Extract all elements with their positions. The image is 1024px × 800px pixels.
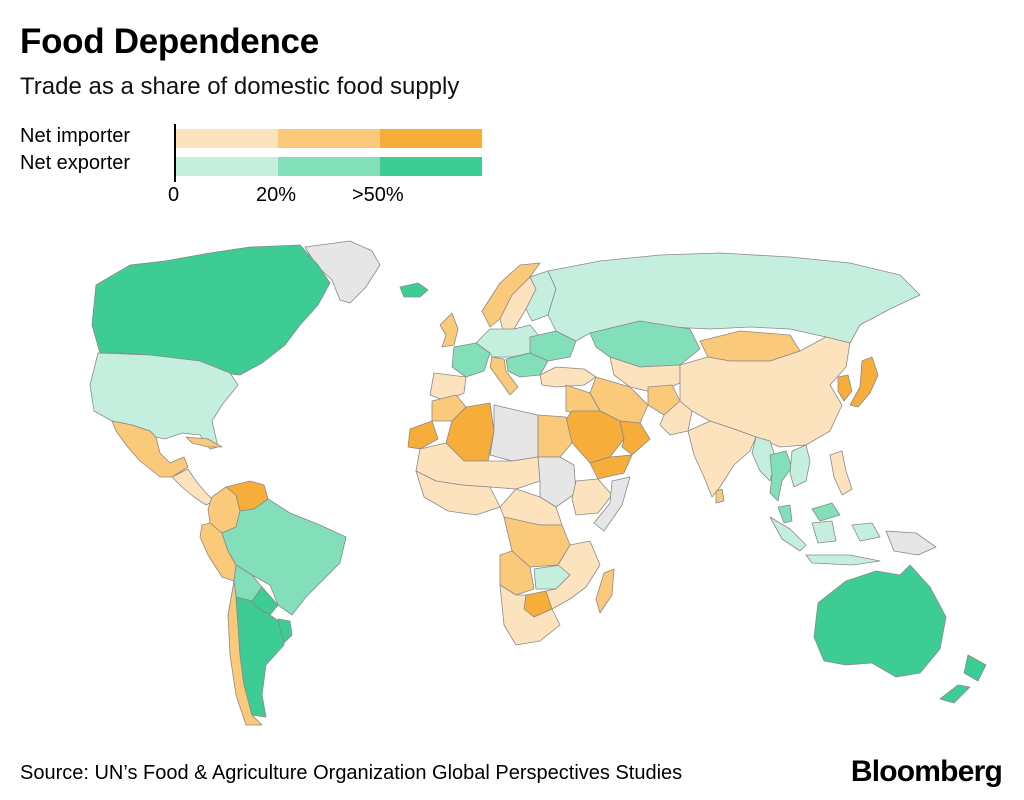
region-japan <box>849 356 879 408</box>
chart-subtitle: Trade as a share of domestic food supply <box>20 73 460 100</box>
legend-swatch-importer-mid <box>278 129 380 148</box>
region-mexico <box>111 420 189 478</box>
region-australia <box>813 564 947 678</box>
region-china <box>679 336 851 448</box>
region-saudi-arabia <box>561 410 625 464</box>
legend-tick-50: >50% <box>352 184 404 206</box>
legend-tick-20: 20% <box>256 184 297 206</box>
region-oman <box>619 420 651 456</box>
region-malaysia <box>777 502 841 524</box>
region-madagascar <box>595 568 615 614</box>
region-papua-new-guinea <box>885 530 937 556</box>
legend-zero-line <box>174 124 176 182</box>
region-myanmar <box>751 436 777 482</box>
region-sudan <box>537 456 577 508</box>
legend-swatch-exporter-high <box>380 157 482 176</box>
region-ethiopia <box>571 478 613 516</box>
region-russia <box>547 252 921 344</box>
legend-label-exporter: Net exporter <box>20 152 131 174</box>
region-southern-africa <box>499 540 601 646</box>
region-sri-lanka <box>715 488 725 504</box>
legend-swatch-importer-low <box>176 129 278 148</box>
region-brazil <box>221 498 347 616</box>
region-somalia <box>593 476 631 532</box>
region-turkey <box>539 366 597 388</box>
region-italy <box>489 356 519 396</box>
legend-swatch-importer-high <box>380 129 482 148</box>
region-united-states <box>89 352 239 450</box>
region-libya <box>489 404 539 462</box>
region-iceland <box>399 282 429 298</box>
legend-label-importer: Net importer <box>20 125 131 147</box>
region-vietnam <box>789 444 811 488</box>
region-egypt <box>537 414 573 458</box>
region-new-zealand <box>939 654 987 704</box>
region-indonesia <box>769 516 881 566</box>
region-yemen <box>589 454 633 480</box>
legend-swatch-exporter-low <box>176 157 278 176</box>
region-united-kingdom <box>439 312 459 348</box>
legend-swatch-exporter-mid <box>278 157 380 176</box>
region-canada <box>91 244 331 376</box>
chart-title: Food Dependence <box>20 22 319 61</box>
region-philippines <box>829 450 853 496</box>
world-map <box>89 240 987 726</box>
bloomberg-logo: Bloomberg <box>850 755 1003 788</box>
region-india <box>687 420 757 498</box>
region-cuba <box>185 436 223 448</box>
source-note: Source: UN’s Food & Agriculture Organiza… <box>20 762 683 784</box>
region-uruguay <box>277 618 293 644</box>
legend-tick-0: 0 <box>168 184 180 206</box>
region-argentina <box>235 596 285 718</box>
region-korea <box>837 374 853 402</box>
region-greenland <box>304 240 381 304</box>
region-central-america <box>171 468 215 506</box>
region-western-sahara <box>407 420 439 450</box>
region-thailand <box>769 450 793 502</box>
